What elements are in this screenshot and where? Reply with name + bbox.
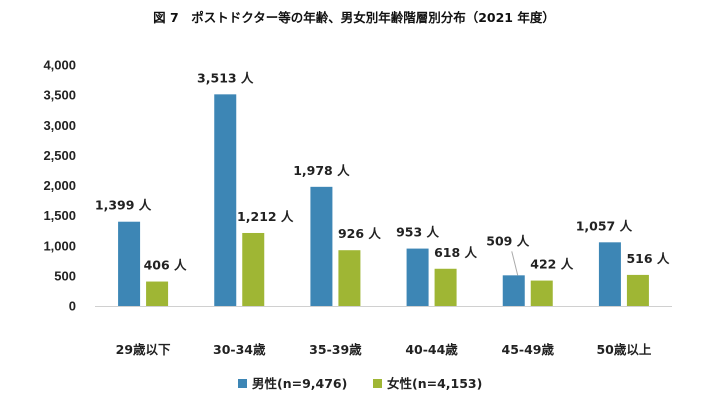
bar-male: [503, 275, 525, 306]
bar-male: [118, 222, 140, 306]
legend-swatch: [238, 379, 247, 388]
legend-label: 女性(n=4,153): [387, 376, 482, 391]
data-label: 1,399 人: [95, 198, 152, 213]
data-label: 516 人: [626, 251, 669, 266]
plot-area: 0 500 1,000 1,500 2,000 2,500 3,000 3,500 4,000 1…: [43, 58, 672, 358]
data-label: 1,978 人: [293, 163, 350, 178]
x-tick-label: 50歳以上: [596, 342, 651, 357]
leader-line: [512, 251, 518, 275]
data-label: 406 人: [144, 258, 187, 273]
chart-title: 図 7 ポストドクター等の年齢、男女別年齢階層別分布（2021 年度）: [153, 10, 555, 25]
y-tick-label: 1,500: [43, 208, 76, 223]
legend-swatch: [373, 379, 382, 388]
y-tick-label: 0: [69, 299, 76, 314]
data-label: 953 人: [396, 225, 439, 240]
bar-female: [338, 250, 360, 306]
x-tick-label: 45-49歳: [502, 342, 555, 357]
bar-female: [531, 281, 553, 306]
bar-male: [407, 249, 429, 306]
chart: 図 7 ポストドクター等の年齢、男女別年齢階層別分布（2021 年度） 0 500…: [0, 0, 708, 400]
y-tick-label: 2,500: [43, 148, 76, 163]
legend: 男性(n=9,476) 女性(n=4,153): [238, 376, 482, 391]
data-label: 1,057 人: [576, 218, 633, 233]
y-tick-label: 4,000: [43, 58, 76, 73]
data-label: 422 人: [530, 257, 573, 272]
x-tick-label: 35-39歳: [309, 342, 362, 357]
y-tick-label: 3,000: [43, 118, 76, 133]
data-label: 618 人: [434, 245, 477, 260]
bar-male: [310, 187, 332, 306]
data-label: 3,513 人: [197, 70, 254, 85]
bar-male: [214, 94, 236, 306]
y-tick-label: 1,000: [43, 238, 76, 253]
x-tick-label: 30-34歳: [213, 342, 266, 357]
legend-label: 男性(n=9,476): [252, 376, 347, 391]
bar-male: [599, 242, 621, 306]
y-tick-label: 500: [54, 268, 76, 283]
data-label: 1,212 人: [237, 209, 294, 224]
y-tick-label: 2,000: [43, 178, 76, 193]
x-tick-label: 29歳以下: [116, 342, 171, 357]
bar-female: [627, 275, 649, 306]
bar-female: [435, 269, 457, 306]
y-tick-label: 3,500: [43, 88, 76, 103]
data-label: 509 人: [486, 233, 529, 248]
bar-female: [146, 282, 168, 306]
x-tick-label: 40-44歳: [405, 342, 458, 357]
data-label: 926 人: [338, 226, 381, 241]
bar-female: [242, 233, 264, 306]
